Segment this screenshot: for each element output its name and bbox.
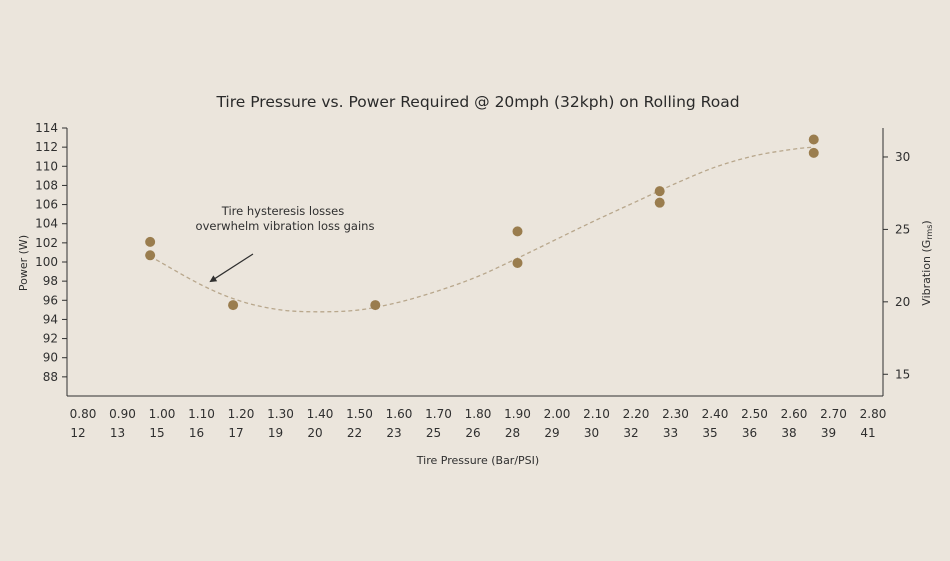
y-tick-label: 96 xyxy=(43,293,58,307)
x-tick-label-psi: 38 xyxy=(781,426,796,440)
x-tick-label-psi: 30 xyxy=(584,426,599,440)
y2-tick-label: 30 xyxy=(895,150,910,164)
data-point xyxy=(512,257,523,268)
chart-title: Tire Pressure vs. Power Required @ 20mph… xyxy=(215,93,739,111)
x-tick-label-bar: 1.70 xyxy=(425,407,452,421)
annotation: Tire hysteresis losses overwhelm vibrati… xyxy=(196,204,375,283)
data-point xyxy=(145,236,156,247)
y2-axis-label-main: Vibration (G xyxy=(920,240,933,306)
x-tick-label-psi: 16 xyxy=(189,426,204,440)
x-tick-label-psi: 28 xyxy=(505,426,520,440)
data-point xyxy=(512,226,523,237)
x-axis-label: Tire Pressure (Bar/PSI) xyxy=(416,454,539,467)
x-tick-label-psi: 13 xyxy=(110,426,125,440)
x-tick-label-bar: 1.00 xyxy=(149,407,176,421)
x-tick-label-bar: 2.50 xyxy=(741,407,768,421)
y2-tick-label: 25 xyxy=(895,222,910,236)
x-tick-label-psi: 15 xyxy=(149,426,164,440)
y-tick-label: 112 xyxy=(35,140,58,154)
y-axis-label: Power (W) xyxy=(17,235,30,291)
x-tick-label-bar: 1.60 xyxy=(386,407,413,421)
x-tick-label-bar: 0.80 xyxy=(70,407,97,421)
x-tick-label-bar: 1.40 xyxy=(307,407,334,421)
x-tick-label-psi: 26 xyxy=(465,426,480,440)
y-tick-labels: 88 90 92 94 96 98 100 102 104 106 108 110 112 114 xyxy=(35,121,67,384)
x-tick-label-psi: 39 xyxy=(821,426,836,440)
y2-tick-labels: 15 20 25 30 xyxy=(883,150,910,381)
y2-axis-label: Vibration (Grms) xyxy=(920,220,934,305)
y-tick-label: 100 xyxy=(35,255,58,269)
y-tick-label: 106 xyxy=(35,198,58,212)
y-tick-label: 104 xyxy=(35,217,58,231)
data-point xyxy=(145,250,156,261)
y2-tick-label: 20 xyxy=(895,295,910,309)
x-tick-label-psi: 12 xyxy=(70,426,85,440)
x-tick-label-psi: 41 xyxy=(860,426,875,440)
x-tick-label-bar: 1.90 xyxy=(504,407,531,421)
x-tick-label-psi: 35 xyxy=(702,426,717,440)
x-tick-label-bar: 2.30 xyxy=(662,407,689,421)
x-tick-label-bar: 1.10 xyxy=(188,407,215,421)
data-point xyxy=(654,197,665,208)
y2-axis-label-close: ) xyxy=(920,220,933,224)
x-tick-label-psi: 22 xyxy=(347,426,362,440)
x-tick-label-psi: 20 xyxy=(307,426,322,440)
x-tick-label-bar: 2.60 xyxy=(781,407,808,421)
data-points xyxy=(145,134,819,311)
x-tick-label-bar: 1.30 xyxy=(267,407,294,421)
x-tick-label-bar: 2.10 xyxy=(583,407,610,421)
data-point xyxy=(370,300,381,311)
x-tick-label-bar: 2.40 xyxy=(702,407,729,421)
data-point xyxy=(228,300,239,311)
x-tick-label-bar: 2.70 xyxy=(820,407,847,421)
x-tick-label-psi: 25 xyxy=(426,426,441,440)
x-tick-label-psi: 19 xyxy=(268,426,283,440)
annotation-arrow-head xyxy=(209,275,218,283)
y-tick-label: 102 xyxy=(35,236,58,250)
annotation-line-2: overwhelm vibration loss gains xyxy=(196,219,375,233)
x-tick-label-psi: 32 xyxy=(623,426,638,440)
plot-area xyxy=(66,128,884,397)
x-tick-label-bar: 2.80 xyxy=(860,407,887,421)
data-point xyxy=(808,134,819,145)
y-tick-label: 88 xyxy=(43,370,58,384)
y-tick-label: 98 xyxy=(43,274,58,288)
x-tick-label-psi: 23 xyxy=(386,426,401,440)
y-tick-label: 110 xyxy=(35,159,58,173)
x-tick-labels: 0.80 12 0.90 13 1.00 15 1.10 16 1.20 17 1.30 19 1.40… xyxy=(70,407,887,440)
x-tick-label-bar: 2.20 xyxy=(623,407,650,421)
y-tick-label: 94 xyxy=(43,312,58,326)
annotation-arrow-line xyxy=(213,253,254,280)
y-tick-label: 90 xyxy=(43,351,58,365)
data-point xyxy=(808,147,819,158)
x-tick-label-psi: 17 xyxy=(228,426,243,440)
y2-tick-label: 15 xyxy=(895,367,910,381)
x-tick-label-psi: 33 xyxy=(663,426,678,440)
y-tick-label: 108 xyxy=(35,178,58,192)
x-tick-label-bar: 1.80 xyxy=(465,407,492,421)
y-tick-label: 92 xyxy=(43,332,58,346)
y-tick-label: 114 xyxy=(35,121,58,135)
x-tick-label-bar: 2.00 xyxy=(544,407,571,421)
trend-line xyxy=(149,146,814,313)
x-tick-label-psi: 36 xyxy=(742,426,757,440)
annotation-line-1: Tire hysteresis losses xyxy=(221,204,344,218)
x-tick-label-bar: 1.20 xyxy=(228,407,255,421)
x-tick-label-psi: 29 xyxy=(544,426,559,440)
data-point xyxy=(654,186,665,197)
x-tick-label-bar: 0.90 xyxy=(109,407,136,421)
x-tick-label-bar: 1.50 xyxy=(346,407,373,421)
y2-axis-label-sub: rms xyxy=(925,225,934,240)
